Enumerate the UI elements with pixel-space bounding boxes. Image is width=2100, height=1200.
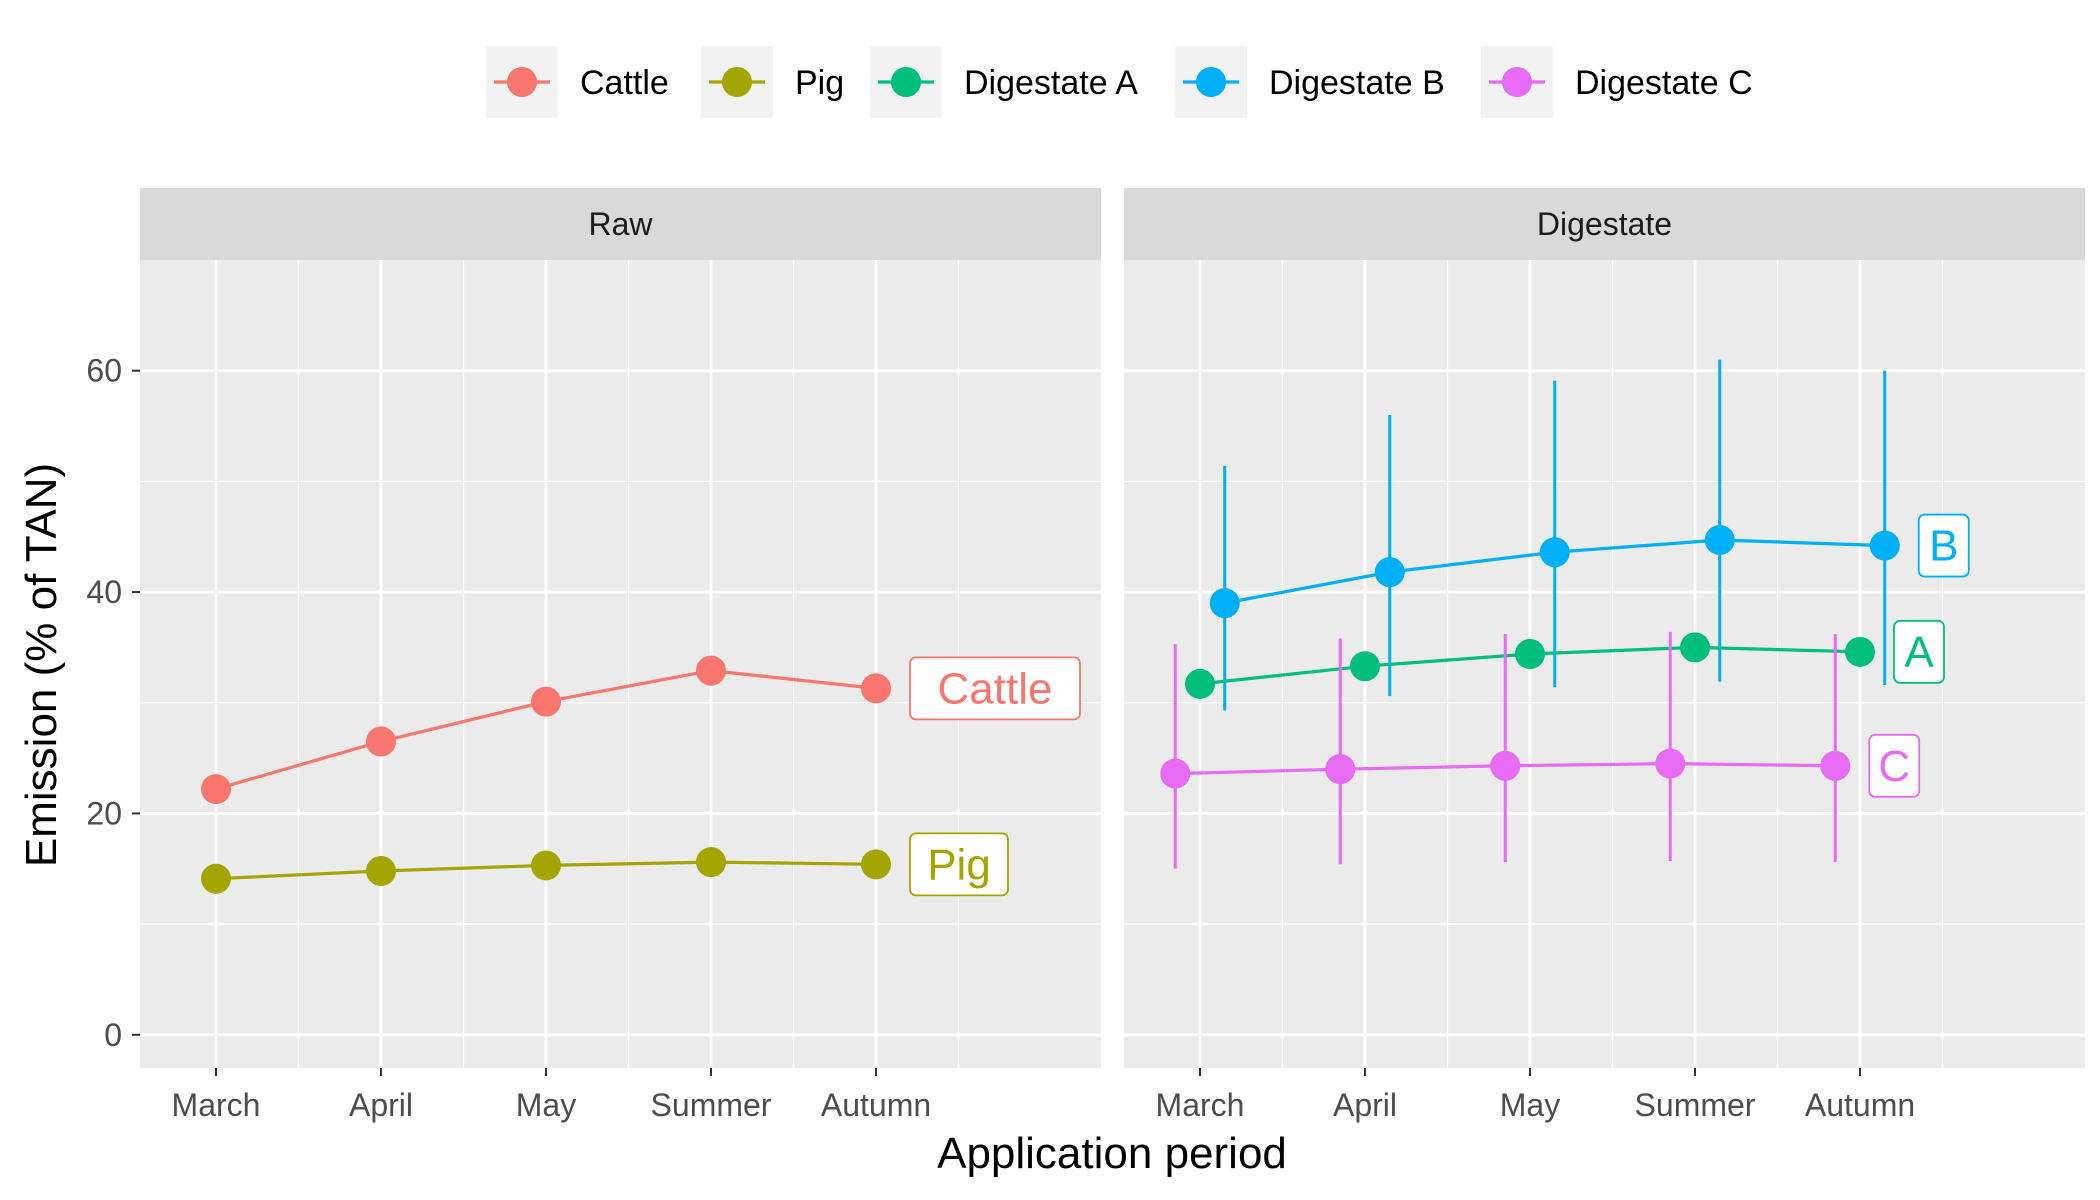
data-point bbox=[1490, 750, 1521, 781]
legend-key-point bbox=[1196, 67, 1226, 97]
panel-digestate: Digestate March April May Summer Autumn B A C bbox=[1124, 188, 2085, 1123]
end-label-box bbox=[1893, 619, 1945, 684]
end-label-cattle: Cattle bbox=[938, 664, 1053, 713]
x-tick-label: May bbox=[1500, 1087, 1560, 1123]
y-axis-title: Emission (% of TAN) bbox=[17, 463, 66, 867]
data-point bbox=[861, 673, 891, 704]
data-point bbox=[1539, 537, 1570, 568]
strip-label-raw: Raw bbox=[588, 206, 653, 242]
x-tick-label: April bbox=[1333, 1087, 1397, 1123]
legend-item-digestate-b: Digestate B bbox=[1175, 46, 1445, 118]
data-point bbox=[1820, 750, 1851, 781]
legend: Cattle Pig Digestate A Digestate B Digestate… bbox=[486, 46, 1753, 118]
end-label-box bbox=[909, 832, 1009, 897]
series-pig: Pig bbox=[201, 832, 1009, 897]
chart-panels: Raw March April May Summer Autumn Cattle Pig Dig… bbox=[140, 188, 2085, 1123]
strip-background bbox=[140, 188, 1101, 260]
legend-key-point bbox=[891, 67, 921, 97]
end-label-pig: Pig bbox=[927, 840, 991, 889]
strip-label-digestate: Digestate bbox=[1537, 206, 1672, 242]
series-digestate-c: C bbox=[1160, 631, 1921, 869]
data-point bbox=[201, 774, 231, 805]
y-tick-label: 40 bbox=[86, 574, 122, 610]
data-point bbox=[1655, 748, 1686, 779]
x-tick-label: March bbox=[1156, 1087, 1245, 1123]
panel-raw: Raw March April May Summer Autumn Cattle Pig bbox=[140, 188, 1101, 1123]
legend-label: Pig bbox=[795, 64, 844, 102]
legend-key-point bbox=[722, 67, 752, 97]
series-digestate-b: B bbox=[1209, 359, 1970, 711]
x-axis-title: Application period bbox=[937, 1129, 1287, 1178]
data-point bbox=[1160, 758, 1191, 789]
legend-key-point bbox=[507, 67, 537, 97]
series-cattle: Cattle bbox=[201, 655, 1081, 805]
x-tick-label: April bbox=[349, 1087, 413, 1123]
legend-item-pig: Pig bbox=[701, 46, 844, 118]
x-tick-label: Summer bbox=[1635, 1087, 1756, 1123]
legend-item-digestate-a: Digestate A bbox=[870, 46, 1138, 118]
data-point bbox=[531, 850, 561, 881]
legend-label: Digestate B bbox=[1269, 64, 1445, 102]
legend-label: Digestate A bbox=[964, 64, 1138, 102]
legend-item-cattle: Cattle bbox=[486, 46, 669, 118]
legend-label: Cattle bbox=[580, 64, 669, 102]
x-tick-label: Summer bbox=[651, 1087, 772, 1123]
end-label-digestate-a: A bbox=[1904, 628, 1934, 677]
data-point bbox=[1325, 754, 1356, 785]
x-tick-label: March bbox=[172, 1087, 261, 1123]
legend-key-point bbox=[1502, 67, 1532, 97]
y-tick-label: 20 bbox=[86, 795, 122, 831]
x-tick-label: May bbox=[516, 1087, 576, 1123]
data-point bbox=[696, 847, 726, 878]
data-point bbox=[1350, 651, 1380, 682]
data-point bbox=[531, 686, 561, 717]
data-point bbox=[1845, 636, 1875, 667]
end-label-box bbox=[1917, 513, 1970, 578]
end-label-box bbox=[1868, 733, 1921, 798]
y-tick-label: 0 bbox=[104, 1017, 122, 1053]
data-point bbox=[1704, 525, 1735, 556]
series-digestate-a: A bbox=[1185, 619, 1945, 699]
x-tick-label: Autumn bbox=[1805, 1087, 1915, 1123]
y-tick-label: 60 bbox=[86, 353, 122, 389]
data-point bbox=[366, 855, 396, 886]
data-point bbox=[696, 655, 726, 686]
data-point bbox=[1869, 530, 1900, 561]
data-point bbox=[1374, 557, 1405, 588]
data-point bbox=[1209, 588, 1240, 619]
legend-label: Digestate C bbox=[1575, 64, 1753, 102]
x-tick-label: Autumn bbox=[821, 1087, 931, 1123]
end-label-box bbox=[909, 656, 1081, 721]
y-axis: 0 20 40 60 bbox=[86, 353, 140, 1053]
strip-background bbox=[1124, 188, 2085, 260]
data-point bbox=[1680, 632, 1710, 663]
data-point bbox=[1185, 668, 1215, 699]
data-point bbox=[201, 863, 231, 894]
legend-item-digestate-c: Digestate C bbox=[1481, 46, 1753, 118]
end-label-digestate-b: B bbox=[1929, 522, 1958, 571]
data-point bbox=[861, 849, 891, 880]
data-point bbox=[1515, 639, 1545, 670]
end-label-digestate-c: C bbox=[1878, 742, 1910, 791]
data-point bbox=[366, 726, 396, 757]
